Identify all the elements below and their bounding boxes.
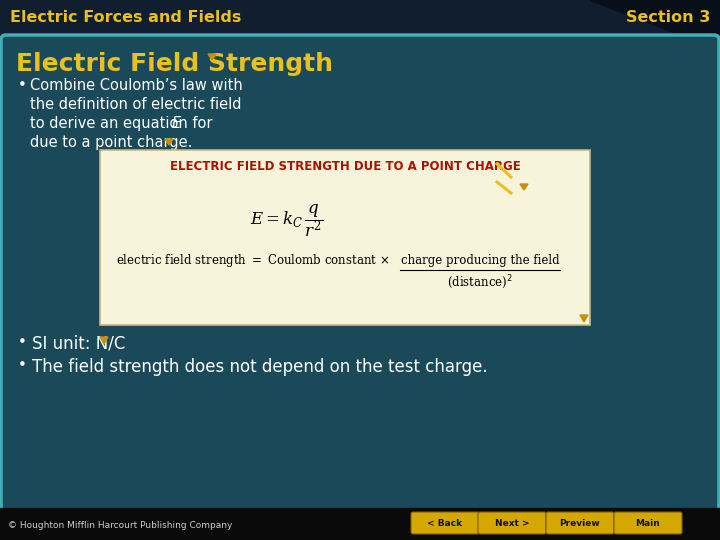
Text: due to a point charge.: due to a point charge. bbox=[30, 135, 192, 150]
Bar bbox=[0, 508, 720, 540]
Polygon shape bbox=[580, 315, 588, 322]
Text: electric field strength $=$ Coulomb constant $\times$: electric field strength $=$ Coulomb cons… bbox=[116, 252, 390, 269]
Bar bbox=[0, 0, 720, 35]
Text: Electric Field Strength: Electric Field Strength bbox=[16, 52, 333, 76]
Text: the definition of electric field: the definition of electric field bbox=[30, 97, 241, 112]
Text: (distance)$^2$: (distance)$^2$ bbox=[447, 273, 513, 291]
Text: $E = \dfrac{F_{electric}}{q_{0}} = k_{C}\,\dfrac{q q_{0}}{r^{2} q_{0}}$: $E = \dfrac{F_{electric}}{q_{0}} = k_{C}… bbox=[368, 150, 532, 192]
Text: Section 3: Section 3 bbox=[626, 10, 710, 25]
Text: SI unit: N/C: SI unit: N/C bbox=[32, 335, 125, 353]
FancyBboxPatch shape bbox=[1, 35, 719, 511]
FancyBboxPatch shape bbox=[100, 150, 590, 325]
Text: to derive an equation for: to derive an equation for bbox=[30, 116, 235, 131]
Text: •: • bbox=[18, 335, 27, 350]
FancyBboxPatch shape bbox=[614, 512, 682, 534]
FancyBboxPatch shape bbox=[546, 512, 614, 534]
Text: Next >: Next > bbox=[495, 518, 529, 528]
Polygon shape bbox=[208, 54, 216, 60]
Text: $E = k_{C}\,\dfrac{q}{r^{2}}$: $E = k_{C}\,\dfrac{q}{r^{2}}$ bbox=[250, 202, 323, 239]
Text: < Back: < Back bbox=[428, 518, 462, 528]
Polygon shape bbox=[100, 337, 108, 344]
Text: Combine Coulomb’s law with: Combine Coulomb’s law with bbox=[30, 78, 243, 93]
Text: •: • bbox=[18, 358, 27, 373]
Text: The field strength does not depend on the test charge.: The field strength does not depend on th… bbox=[32, 358, 487, 376]
Polygon shape bbox=[165, 139, 173, 145]
Text: ELECTRIC FIELD STRENGTH DUE TO A POINT CHARGE: ELECTRIC FIELD STRENGTH DUE TO A POINT C… bbox=[170, 160, 521, 173]
Text: Electric Forces and Fields: Electric Forces and Fields bbox=[10, 10, 241, 25]
Text: Preview: Preview bbox=[559, 518, 600, 528]
Text: charge producing the field: charge producing the field bbox=[401, 254, 559, 267]
Polygon shape bbox=[590, 0, 720, 50]
Text: © Houghton Mifflin Harcourt Publishing Company: © Houghton Mifflin Harcourt Publishing C… bbox=[8, 521, 233, 530]
Polygon shape bbox=[520, 184, 528, 190]
FancyBboxPatch shape bbox=[411, 512, 479, 534]
Text: Main: Main bbox=[636, 518, 660, 528]
Text: E: E bbox=[172, 116, 181, 131]
FancyBboxPatch shape bbox=[478, 512, 546, 534]
Text: •: • bbox=[18, 78, 27, 93]
